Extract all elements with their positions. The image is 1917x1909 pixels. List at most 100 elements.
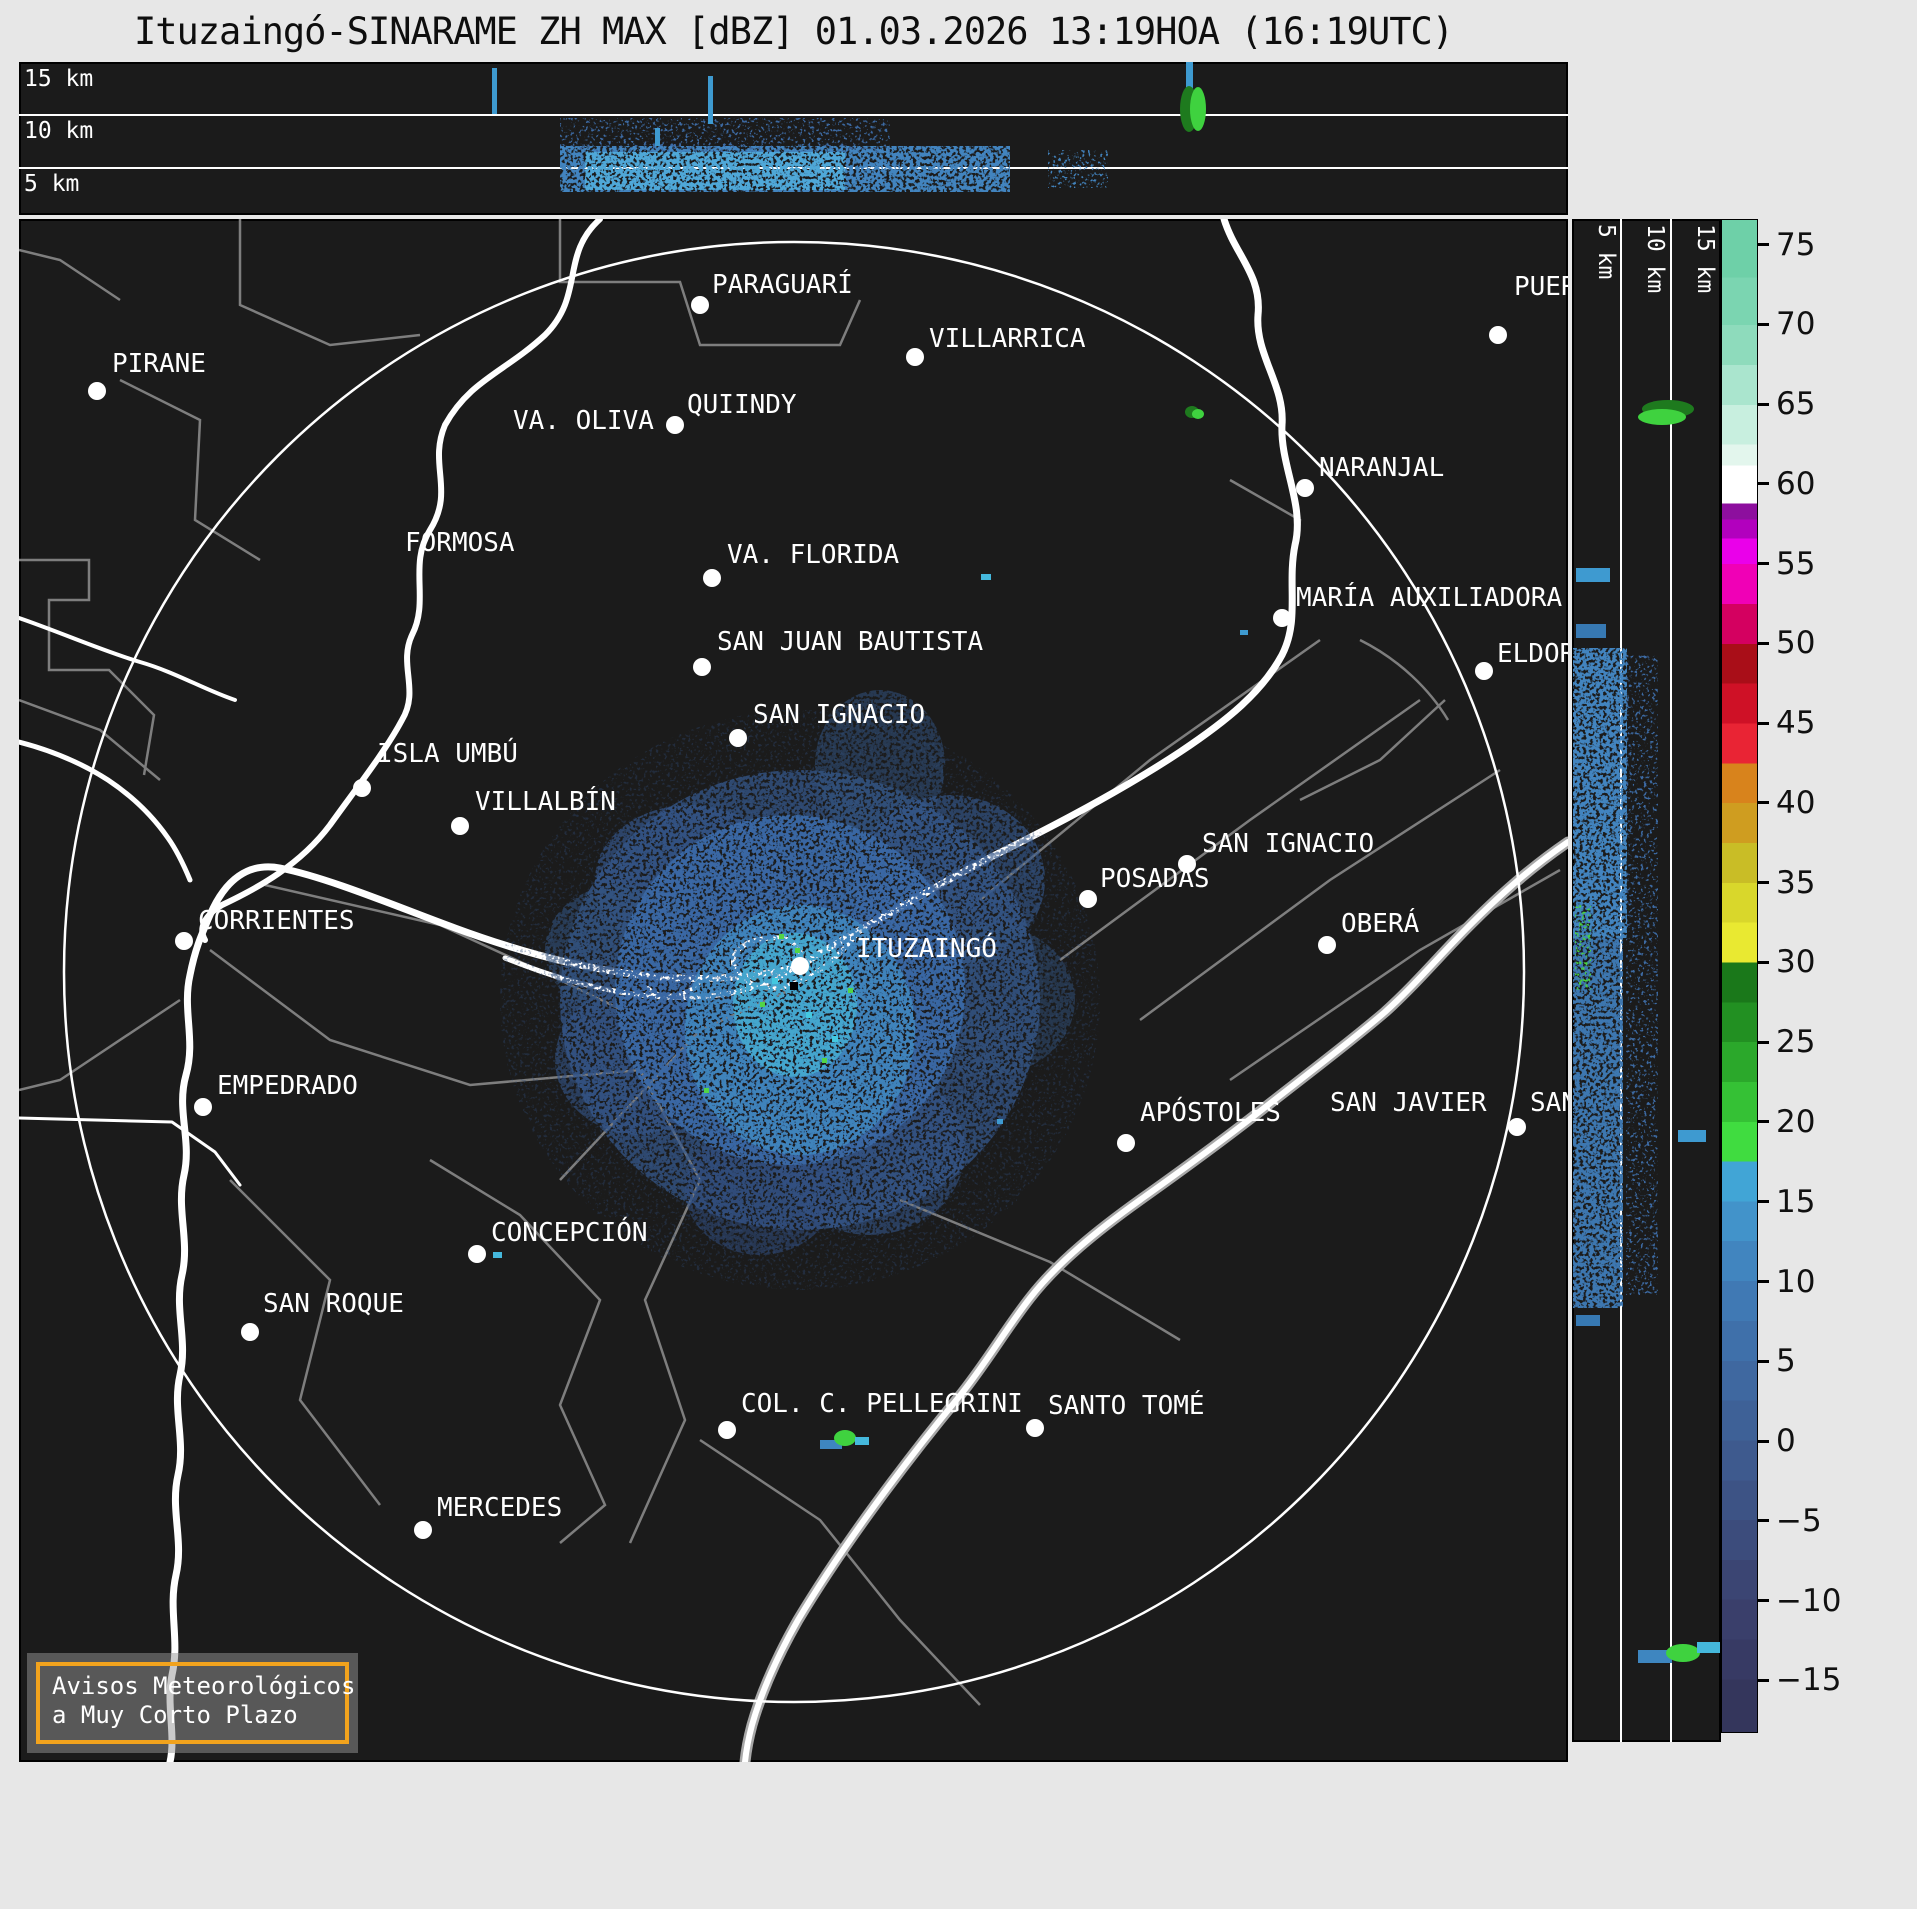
page-title: Ituzaingó-SINARAME ZH MAX [dBZ] 01.03.20… bbox=[133, 10, 1454, 53]
city-dot bbox=[88, 382, 106, 400]
echo bbox=[772, 978, 778, 984]
colorbar-tick-mark bbox=[1758, 1200, 1769, 1204]
echo bbox=[492, 68, 497, 114]
city-label: SAN IGNACIO bbox=[753, 700, 925, 730]
city-dot bbox=[468, 1245, 486, 1263]
echo-speckle bbox=[1048, 150, 1108, 188]
city-dot bbox=[718, 1421, 736, 1439]
city-dot bbox=[241, 1323, 259, 1341]
echo bbox=[848, 988, 853, 993]
dbz-colorbar bbox=[1721, 219, 1758, 1733]
city-dot bbox=[693, 658, 711, 676]
city-dot bbox=[1489, 326, 1507, 344]
side-panel-echoes bbox=[1573, 400, 1720, 1663]
colorbar-tick-mark bbox=[1758, 1040, 1769, 1044]
city-label: VILLARRICA bbox=[929, 324, 1086, 354]
city-dot bbox=[666, 416, 684, 434]
colorbar-tick-label: 75 bbox=[1776, 226, 1816, 263]
echo bbox=[834, 1430, 856, 1446]
echo bbox=[655, 128, 660, 146]
city-label: VA. FLORIDA bbox=[727, 540, 900, 570]
echo bbox=[981, 574, 991, 580]
colorbar-tick-label: 25 bbox=[1776, 1024, 1816, 1061]
city-label: FORMOSA bbox=[405, 528, 515, 558]
colorbar-tick-mark bbox=[1758, 1439, 1769, 1443]
echo bbox=[855, 1437, 869, 1445]
colorbar-tick-label: −10 bbox=[1776, 1582, 1842, 1619]
colorbar-tick-mark bbox=[1758, 1599, 1769, 1603]
city-label: ELDORADO bbox=[1497, 639, 1622, 669]
echo bbox=[1697, 1642, 1720, 1653]
colorbar-tick-mark bbox=[1758, 960, 1769, 964]
colorbar-tick-mark bbox=[1758, 801, 1769, 805]
top-panel-echoes bbox=[492, 62, 1206, 192]
city-dot bbox=[414, 1521, 432, 1539]
city-label: APÓSTOLES bbox=[1140, 1096, 1281, 1128]
echo bbox=[822, 1058, 827, 1063]
echo bbox=[997, 1119, 1003, 1124]
top-panel-label-5km: 5 km bbox=[24, 171, 80, 197]
colorbar-tick-label: 30 bbox=[1776, 944, 1816, 981]
echo bbox=[832, 1036, 838, 1042]
colorbar-tick-mark bbox=[1758, 1359, 1769, 1363]
city-dot bbox=[691, 296, 709, 314]
echo bbox=[1240, 630, 1248, 635]
city-label: SAN bbox=[1530, 1088, 1577, 1118]
city-dot bbox=[1508, 1118, 1526, 1136]
colorbar-tick-label: 70 bbox=[1776, 306, 1816, 343]
colorbar-tick-label: −15 bbox=[1776, 1662, 1842, 1699]
echo bbox=[1576, 568, 1610, 582]
echo bbox=[493, 1252, 502, 1258]
city-dot bbox=[1026, 1419, 1044, 1437]
city-label: PIRANE bbox=[112, 349, 206, 379]
echo bbox=[1192, 409, 1204, 419]
city-label: PARAGUARÍ bbox=[712, 268, 853, 300]
city-label: MERCEDES bbox=[437, 1493, 562, 1523]
city-dot bbox=[703, 569, 721, 587]
city-label: CONCEPCIÓN bbox=[491, 1216, 648, 1248]
colorbar-tick-mark bbox=[1758, 1678, 1769, 1682]
city-dot bbox=[791, 957, 809, 975]
city-dot bbox=[1475, 662, 1493, 680]
echo bbox=[1576, 1315, 1600, 1326]
top-panel-10km-line bbox=[19, 114, 1568, 116]
city-dot bbox=[1273, 609, 1291, 627]
echo bbox=[795, 948, 800, 953]
city-label: ITUZAINGÓ bbox=[856, 932, 997, 964]
echo-speckle bbox=[1573, 938, 1623, 1308]
colorbar-tick-label: 60 bbox=[1776, 465, 1816, 502]
colorbar-tick-label: 20 bbox=[1776, 1103, 1816, 1140]
echo bbox=[760, 1002, 765, 1007]
city-label: SAN JAVIER bbox=[1330, 1088, 1487, 1118]
echo-speckle bbox=[1626, 655, 1658, 1295]
storm-cloud bbox=[733, 933, 857, 1077]
colorbar-tick-mark bbox=[1758, 402, 1769, 406]
echo bbox=[1638, 409, 1686, 425]
colorbar-tick-mark bbox=[1758, 1120, 1769, 1124]
city-dot bbox=[1178, 855, 1196, 873]
side-panel-label-5km: 5 km bbox=[1593, 224, 1619, 280]
top-panel-label-15km: 15 km bbox=[24, 66, 94, 92]
city-label: SAN JUAN BAUTISTA bbox=[717, 627, 983, 657]
city-label: COL. C. PELLEGRINI bbox=[741, 1389, 1023, 1419]
side-panel-10km-line bbox=[1670, 219, 1672, 1742]
city-label: SAN IGNACIO bbox=[1202, 829, 1374, 859]
city-dot bbox=[1117, 1134, 1135, 1152]
colorbar-tick-mark bbox=[1758, 1519, 1769, 1523]
city-label: OBERÁ bbox=[1341, 907, 1420, 939]
rivers bbox=[19, 219, 1568, 1762]
city-label: QUIINDY bbox=[687, 390, 797, 420]
city-dot bbox=[729, 729, 747, 747]
echo bbox=[1190, 87, 1206, 131]
echo bbox=[1576, 624, 1606, 638]
colorbar-tick-mark bbox=[1758, 721, 1769, 725]
colorbar-tick-label: 40 bbox=[1776, 784, 1816, 821]
colorbar-tick-mark bbox=[1758, 881, 1769, 885]
colorbar-tick-label: 10 bbox=[1776, 1263, 1816, 1300]
city-label: PUERTO bbox=[1514, 272, 1608, 302]
city-markers: PIRANE PARAGUARÍ VILLARRICA QUIINDY VA. OLIV… bbox=[88, 268, 1622, 1539]
map-echoes bbox=[493, 406, 1248, 1449]
city-label: VA. OLIVA bbox=[513, 406, 654, 436]
colorbar-tick-mark bbox=[1758, 482, 1769, 486]
